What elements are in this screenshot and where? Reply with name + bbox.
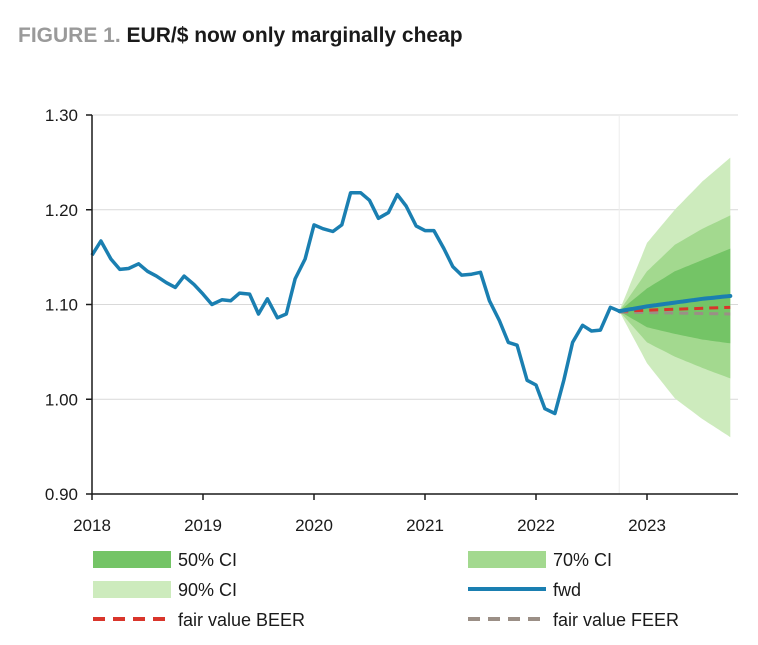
legend-item: 90% CI <box>93 580 237 600</box>
legend-swatch <box>93 551 171 568</box>
fwd-line <box>617 294 733 314</box>
legend-item: fair value BEER <box>93 610 305 630</box>
legend-label: 70% CI <box>553 550 612 570</box>
x-tick-label: 2023 <box>628 516 666 535</box>
fair-value-feer-line <box>619 310 731 316</box>
tick-labels: 1.30 1.20 1.10 1.00 0.90 2018 2019 2020 2021 2022… <box>45 106 666 535</box>
axes <box>86 114 738 500</box>
x-tick-label: 2019 <box>184 516 222 535</box>
x-tick-label: 2018 <box>73 516 111 535</box>
confidence-bands <box>619 157 731 438</box>
legend-label: fair value BEER <box>178 610 305 630</box>
y-tick-label: 1.00 <box>45 390 78 409</box>
chart-title: FIGURE 1. EUR/$ now only marginally chea… <box>18 24 463 48</box>
legend-item: 50% CI <box>93 550 237 570</box>
spot-line <box>90 190 620 416</box>
x-tick-label: 2020 <box>295 516 333 535</box>
fair-value-beer-line <box>619 305 731 313</box>
x-tick-label: 2021 <box>406 516 444 535</box>
series-lines <box>90 190 733 416</box>
figure-title: EUR/$ now only marginally cheap <box>126 24 463 47</box>
legend-swatch <box>468 551 546 568</box>
figure-number: FIGURE 1. <box>18 24 121 47</box>
y-tick-label: 1.10 <box>45 296 78 315</box>
x-tick-label: 2022 <box>517 516 555 535</box>
y-tick-label: 0.90 <box>45 485 78 504</box>
y-tick-label: 1.20 <box>45 201 78 220</box>
legend-swatch <box>93 581 171 598</box>
legend-label: fwd <box>553 580 581 600</box>
legend-label: 50% CI <box>178 550 237 570</box>
y-tick-label: 1.30 <box>45 106 78 125</box>
ci50-band <box>619 248 731 344</box>
legend-item: fwd <box>468 580 581 600</box>
legend-label: 90% CI <box>178 580 237 600</box>
legend-item: fair value FEER <box>468 610 679 630</box>
legend-label: fair value FEER <box>553 610 679 630</box>
legend: 50% CI 70% CI 90% CI fwd fair value BEER fair… <box>93 550 679 630</box>
legend-item: 70% CI <box>468 550 612 570</box>
